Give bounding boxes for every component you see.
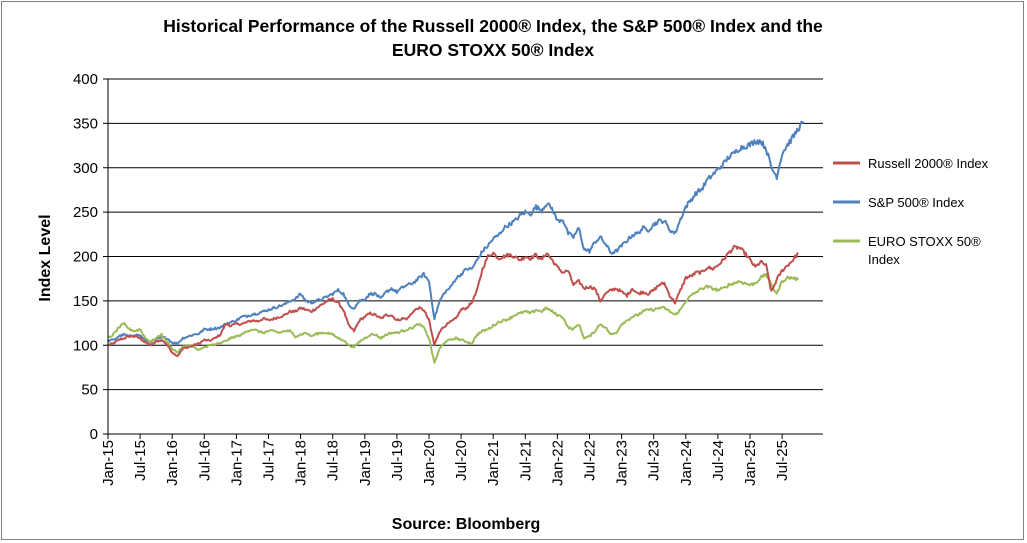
x-tick-label: Jul-16 xyxy=(196,440,213,481)
y-tick-label: 100 xyxy=(73,337,98,354)
x-tick-label: Jan-15 xyxy=(100,440,117,486)
x-tick-label: Jul-22 xyxy=(582,440,599,481)
legend-label-russell: Russell 2000® Index xyxy=(868,156,989,171)
x-tick-label: Jul-23 xyxy=(646,440,663,481)
x-tick-label: Jan-23 xyxy=(614,440,631,486)
x-tick-label: Jan-22 xyxy=(549,440,566,486)
x-axis-ticks: Jan-15 Jul-15 Jan-16 Jul-16 Jan-17 Jul-17 Jan-… xyxy=(100,434,791,486)
y-tick-label: 350 xyxy=(73,115,98,132)
series-line-eurostoxx xyxy=(107,273,800,364)
x-tick-label: Jan-24 xyxy=(678,440,695,486)
x-tick-label: Jan-20 xyxy=(421,440,438,486)
x-tick-label: Jan-18 xyxy=(293,440,310,486)
y-tick-label: 300 xyxy=(73,160,98,177)
legend-label-eurostoxx-line1: EURO STOXX 50® xyxy=(868,234,981,249)
y-axis-label: Index Level xyxy=(37,214,54,301)
x-tick-label: Jan-16 xyxy=(164,440,181,486)
x-tick-label: Jul-20 xyxy=(453,440,470,481)
legend-label-sp500: S&P 500® Index xyxy=(868,195,965,210)
series-line-russell xyxy=(107,244,799,358)
gridlines xyxy=(108,78,823,391)
y-tick-label: 400 xyxy=(73,71,98,88)
x-tick-label: Jan-25 xyxy=(742,440,759,486)
x-tick-label: Jul-21 xyxy=(517,440,534,481)
series-lines xyxy=(107,120,805,364)
x-axis-label: Source: Bloomberg xyxy=(392,516,540,533)
x-tick-label: Jul-15 xyxy=(132,440,149,481)
x-tick-label: Jan-21 xyxy=(485,440,502,486)
chart-title-line2: EURO STOXX 50® Index xyxy=(392,40,594,60)
legend-label-eurostoxx-line2: Index xyxy=(868,252,900,267)
y-tick-label: 150 xyxy=(73,293,98,310)
y-tick-label: 250 xyxy=(73,204,98,221)
y-tick-label: 200 xyxy=(73,249,98,266)
x-tick-label: Jul-25 xyxy=(774,440,791,481)
series-line-sp500 xyxy=(107,120,805,346)
x-tick-label: Jan-19 xyxy=(357,440,374,486)
x-tick-label: Jul-18 xyxy=(325,440,342,481)
x-tick-label: Jul-17 xyxy=(261,440,278,481)
chart-title-line1: Historical Performance of the Russell 20… xyxy=(163,16,823,36)
y-tick-label: 50 xyxy=(81,382,98,399)
y-tick-label: 0 xyxy=(90,426,98,443)
x-tick-label: Jan-17 xyxy=(228,440,245,486)
legend: Russell 2000® Index S&P 500® Index EURO … xyxy=(833,156,989,267)
y-axis-ticks: 0 50 100 150 200 250 300 350 400 xyxy=(73,71,108,443)
x-tick-label: Jul-24 xyxy=(710,440,727,481)
x-tick-label: Jul-19 xyxy=(389,440,406,481)
